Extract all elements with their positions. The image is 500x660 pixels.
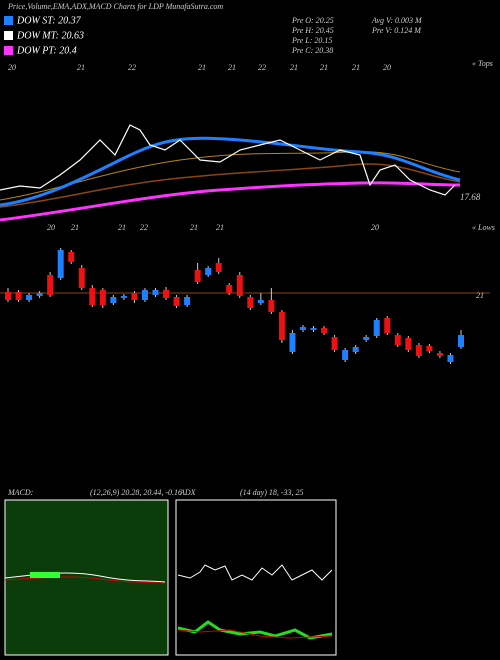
- legend-swatch: [4, 46, 13, 55]
- ema-line: [0, 151, 461, 201]
- adx-values: (14 day) 18, -33, 25: [240, 488, 304, 497]
- candle-body: [289, 333, 296, 352]
- candle-body: [15, 292, 22, 300]
- date-label: 21: [216, 223, 224, 232]
- candle-body: [373, 320, 380, 336]
- candle-body: [436, 353, 443, 356]
- candle-body: [163, 290, 170, 298]
- candle-body: [384, 318, 391, 333]
- stat: Pre C: 20.38: [291, 46, 333, 55]
- candle-body: [310, 328, 317, 330]
- candle-body: [363, 337, 370, 340]
- candle-body: [152, 290, 159, 295]
- candle-body: [78, 268, 85, 288]
- candle-body: [394, 335, 401, 345]
- candle-body: [447, 355, 454, 362]
- candle-body: [268, 300, 275, 312]
- candle-body: [458, 335, 464, 347]
- candle-body: [173, 297, 180, 306]
- stat: Pre H: 20.45: [291, 26, 334, 35]
- candle-body: [205, 268, 212, 275]
- date-label: 21: [352, 63, 360, 72]
- candle-body: [426, 346, 433, 351]
- candle-body: [236, 275, 243, 296]
- ema-lines: [0, 124, 461, 222]
- legend-swatch: [4, 31, 13, 40]
- candle-body: [226, 285, 233, 293]
- stat: Avg V: 0.003 M: [371, 16, 423, 25]
- candle-body: [299, 327, 306, 330]
- ema-line: [0, 181, 461, 222]
- stat: Pre V: 0.124 M: [371, 26, 422, 35]
- candle-body: [131, 293, 138, 300]
- candle-body: [352, 347, 359, 352]
- macd-values: (12,26,9) 20.28, 20.44, -0.16: [90, 488, 182, 497]
- candle-body: [342, 350, 349, 360]
- lows-label: « Lows: [472, 223, 495, 232]
- candle-body: [68, 252, 75, 262]
- candle-body: [141, 290, 148, 300]
- candle-body: [415, 345, 422, 356]
- date-label: 22: [128, 63, 136, 72]
- candle-body: [405, 338, 412, 350]
- date-label: 21: [320, 63, 328, 72]
- candle-body: [184, 297, 191, 305]
- price-note: 17.68: [460, 192, 481, 202]
- date-label: 22: [258, 63, 266, 72]
- date-label: 21: [118, 223, 126, 232]
- candle-body: [120, 296, 127, 298]
- macd-histogram: [30, 572, 60, 578]
- candle-body: [26, 295, 33, 300]
- adx-panel: [175, 499, 337, 656]
- date-label: 21: [198, 63, 206, 72]
- legend-entry: DOW PT: 20.4: [16, 45, 77, 56]
- ema-line: [0, 163, 461, 208]
- candle-body: [331, 337, 338, 350]
- candle-body: [247, 297, 254, 308]
- macd-label: MACD:: [7, 488, 34, 497]
- date-label: 21: [228, 63, 236, 72]
- candle-body: [194, 270, 201, 282]
- legend-entry: DOW MT: 20.63: [16, 30, 84, 41]
- candle-body: [99, 290, 106, 305]
- candle-body: [89, 288, 96, 305]
- tops-label: « Tops: [472, 59, 493, 68]
- date-label: 21: [190, 223, 198, 232]
- adx-label: ADX: [179, 488, 197, 497]
- minus-di: [177, 629, 333, 639]
- date-label: 20: [47, 223, 55, 232]
- stat: Pre O: 20.25: [291, 16, 334, 25]
- y-tick-label: 21: [476, 291, 484, 300]
- date-label: 21: [77, 63, 85, 72]
- plus-di: [177, 620, 333, 640]
- candle-body: [5, 292, 11, 300]
- candle-body: [110, 297, 117, 303]
- date-label: 21: [290, 63, 298, 72]
- candle-body: [215, 263, 222, 272]
- adx-line: [177, 564, 333, 581]
- date-label: 20: [383, 63, 391, 72]
- candle-body: [278, 312, 285, 340]
- candle-body: [36, 293, 43, 296]
- chart-title: Price,Volume,EMA,ADX,MACD Charts for LDP…: [7, 2, 223, 11]
- date-label: 22: [140, 223, 148, 232]
- candle-body: [57, 250, 64, 278]
- legend-entry: DOW ST: 20.37: [16, 15, 82, 26]
- legend-swatch: [4, 16, 13, 25]
- macd-signal: [4, 576, 166, 584]
- price-line: [0, 124, 456, 196]
- candle-body: [321, 328, 328, 333]
- date-label: 21: [71, 223, 79, 232]
- candle-body: [47, 275, 54, 295]
- candle-body: [257, 300, 264, 303]
- date-label: 20: [371, 223, 379, 232]
- date-label: 20: [8, 63, 16, 72]
- ema-line: [0, 136, 461, 207]
- stat: Pre L: 20.15: [291, 36, 332, 45]
